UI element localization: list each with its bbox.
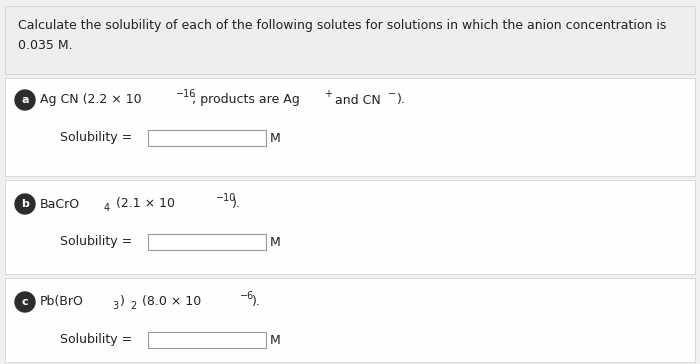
Text: −10: −10 — [216, 193, 237, 203]
Text: ).: ). — [232, 198, 241, 210]
FancyBboxPatch shape — [5, 180, 695, 274]
Text: and CN: and CN — [331, 94, 381, 107]
Circle shape — [15, 292, 35, 312]
Text: −16: −16 — [176, 89, 197, 99]
FancyBboxPatch shape — [148, 332, 266, 348]
Text: (2.1 × 10: (2.1 × 10 — [112, 198, 175, 210]
FancyBboxPatch shape — [5, 278, 695, 362]
Text: a: a — [21, 95, 29, 105]
Text: −: − — [388, 89, 396, 99]
Text: c: c — [22, 297, 28, 307]
Text: 0.035 M.: 0.035 M. — [18, 39, 73, 52]
Text: b: b — [21, 199, 29, 209]
Text: Solubility =: Solubility = — [60, 236, 132, 249]
FancyBboxPatch shape — [148, 234, 266, 250]
Circle shape — [15, 90, 35, 110]
Text: Solubility =: Solubility = — [60, 333, 132, 347]
Text: M: M — [270, 236, 281, 249]
Text: 2: 2 — [130, 301, 136, 311]
Text: M: M — [270, 333, 281, 347]
Text: Ag CN (2.2 × 10: Ag CN (2.2 × 10 — [40, 94, 141, 107]
Text: ): ) — [120, 296, 125, 309]
FancyBboxPatch shape — [5, 6, 695, 74]
FancyBboxPatch shape — [5, 78, 695, 176]
Text: 4: 4 — [104, 203, 110, 213]
Text: M: M — [270, 131, 281, 145]
Text: −6: −6 — [240, 291, 254, 301]
FancyBboxPatch shape — [148, 130, 266, 146]
Text: +: + — [324, 89, 332, 99]
Text: Calculate the solubility of each of the following solutes for solutions in which: Calculate the solubility of each of the … — [18, 19, 666, 32]
Text: Pb(BrO: Pb(BrO — [40, 296, 84, 309]
Text: 3: 3 — [112, 301, 118, 311]
Circle shape — [15, 194, 35, 214]
Text: BaCrO: BaCrO — [40, 198, 80, 210]
Text: ; products are Ag: ; products are Ag — [192, 94, 300, 107]
Text: ).: ). — [397, 94, 406, 107]
Text: Solubility =: Solubility = — [60, 131, 132, 145]
Text: ).: ). — [252, 296, 261, 309]
Text: (8.0 × 10: (8.0 × 10 — [138, 296, 202, 309]
